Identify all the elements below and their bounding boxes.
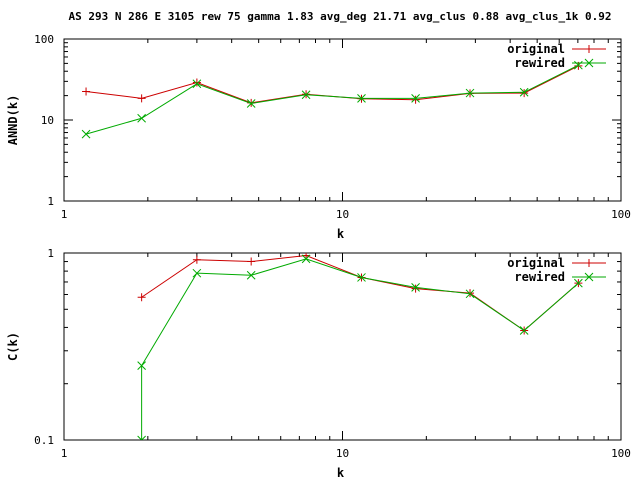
data-point-rewired bbox=[465, 88, 475, 98]
series-rewired bbox=[81, 60, 583, 139]
data-point-rewired bbox=[411, 94, 420, 103]
legend-marker-rewired bbox=[584, 272, 594, 282]
series-line-rewired bbox=[141, 258, 579, 440]
x-tick-label: 100 bbox=[611, 208, 631, 221]
data-point-rewired bbox=[137, 435, 146, 440]
x-tick-label: 1 bbox=[61, 208, 68, 221]
data-point-rewired bbox=[246, 270, 256, 280]
legend-label-rewired: rewired bbox=[514, 270, 565, 284]
data-point-original bbox=[192, 255, 201, 264]
data-point-rewired bbox=[357, 94, 366, 103]
series-line-rewired bbox=[85, 64, 579, 135]
x-tick-label: 10 bbox=[336, 447, 349, 460]
y-axis-label: ANND(k) bbox=[6, 95, 20, 146]
y-tick-label: 10 bbox=[41, 114, 54, 127]
x-tick-label: 100 bbox=[611, 447, 631, 460]
data-point-rewired bbox=[81, 129, 91, 139]
series-line-original bbox=[85, 65, 579, 104]
x-tick-label: 10 bbox=[336, 208, 349, 221]
legend-marker-original bbox=[585, 45, 593, 53]
data-point-rewired bbox=[137, 113, 146, 123]
data-point-original bbox=[302, 253, 311, 260]
data-point-rewired bbox=[301, 90, 311, 100]
data-point-original bbox=[411, 95, 420, 104]
legend-marker-rewired bbox=[584, 58, 594, 68]
data-point-original bbox=[137, 293, 146, 302]
legend-label-rewired: rewired bbox=[514, 56, 565, 70]
legend-marker-original bbox=[585, 259, 593, 267]
data-point-rewired bbox=[301, 254, 311, 264]
y-axis-label: C(k) bbox=[6, 332, 20, 361]
data-point-rewired bbox=[574, 278, 583, 288]
data-point-original bbox=[520, 89, 529, 98]
x-axis-label: k bbox=[337, 466, 345, 480]
data-point-original bbox=[192, 78, 201, 87]
y-tick-label: 0.1 bbox=[34, 434, 54, 447]
data-point-rewired bbox=[192, 79, 202, 89]
data-point-rewired bbox=[137, 361, 146, 370]
data-point-original bbox=[137, 94, 146, 103]
y-tick-label: 1 bbox=[47, 247, 54, 260]
data-point-original bbox=[411, 284, 420, 293]
legend-label-original: original bbox=[507, 42, 565, 56]
data-point-rewired bbox=[246, 99, 256, 108]
x-axis-label: k bbox=[337, 227, 345, 241]
data-point-rewired bbox=[465, 289, 475, 299]
data-point-original bbox=[82, 87, 91, 96]
data-point-rewired bbox=[519, 326, 529, 335]
series-original bbox=[82, 61, 583, 107]
figure-title: AS 293 N 286 E 3105 rew 75 gamma 1.83 av… bbox=[68, 10, 611, 23]
y-tick-label: 100 bbox=[34, 33, 54, 46]
x-tick-label: 1 bbox=[61, 447, 68, 460]
legend-label-original: original bbox=[507, 256, 565, 270]
data-point-rewired bbox=[519, 87, 529, 97]
data-point-rewired bbox=[357, 273, 366, 282]
series-rewired bbox=[137, 254, 583, 440]
data-point-rewired bbox=[192, 268, 202, 278]
data-point-rewired bbox=[411, 283, 420, 292]
data-point-original bbox=[247, 257, 256, 266]
y-tick-label: 1 bbox=[47, 195, 54, 208]
